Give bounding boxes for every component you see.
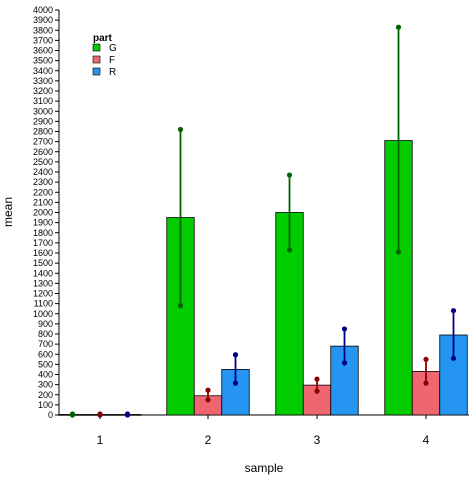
- x-tick-label: 4: [423, 433, 430, 447]
- y-tick-label: 1900: [33, 218, 53, 228]
- y-tick-label: 3000: [33, 106, 53, 116]
- error-high-point-R-4: [450, 308, 457, 314]
- y-tick-label: 1100: [34, 299, 53, 309]
- y-tick-label: 1000: [33, 309, 53, 319]
- error-low-point-F-2: [205, 397, 211, 403]
- y-tick-label: 2300: [33, 177, 53, 187]
- x-tick-label: 3: [314, 433, 321, 447]
- error-low-point-G-3: [286, 247, 293, 253]
- bar-G-3: [275, 212, 304, 416]
- y-tick-label: 3200: [33, 86, 53, 96]
- y-tick-label: 2200: [33, 187, 53, 197]
- y-tick-label: 0: [48, 410, 53, 420]
- legend-swatch-G: [92, 43, 101, 52]
- error-high-point-G-4: [395, 24, 402, 30]
- legend-swatch-F: [92, 55, 101, 64]
- y-tick-label: 4000: [33, 5, 53, 15]
- error-high-point-G-2: [177, 126, 184, 133]
- error-low-point-R-3: [341, 360, 348, 366]
- error-low-point-F-1: [97, 412, 103, 418]
- y-tick-label: 1300: [33, 278, 53, 288]
- y-tick-label: 1400: [33, 268, 53, 278]
- x-tick-label: 1: [97, 433, 104, 447]
- y-tick-label: 3100: [33, 96, 53, 106]
- error-low-point-R-4: [450, 355, 457, 361]
- y-tick-label: 700: [38, 339, 53, 349]
- y-tick-label: 100: [38, 400, 53, 410]
- y-tick-label: 400: [38, 370, 53, 380]
- legend-label-G: G: [109, 43, 117, 54]
- y-tick-label: 900: [38, 319, 53, 329]
- y-tick-label: 2400: [33, 167, 53, 177]
- y-tick-label: 500: [38, 359, 53, 369]
- y-tick-label: 200: [38, 390, 53, 400]
- y-tick-label: 800: [38, 329, 53, 339]
- y-tick-label: 300: [38, 380, 53, 390]
- y-tick-label: 600: [38, 349, 53, 359]
- legend-title: part: [93, 33, 113, 44]
- legend-label-R: R: [109, 67, 116, 78]
- y-tick-label: 1700: [33, 238, 53, 248]
- error-low-point-F-3: [314, 388, 320, 394]
- y-tick-label: 1200: [33, 289, 53, 299]
- legend-swatch-R: [92, 67, 101, 76]
- y-tick-label: 1800: [33, 228, 53, 238]
- error-high-point-F-4: [423, 356, 429, 362]
- y-tick-label: 2500: [33, 157, 53, 167]
- y-axis-title: mean: [1, 197, 15, 227]
- y-tick-label: 2100: [33, 197, 53, 207]
- y-tick-label: 3500: [33, 56, 53, 66]
- x-axis-title: sample: [245, 461, 284, 475]
- y-tick-label: 3900: [33, 15, 53, 25]
- y-tick-label: 1500: [33, 258, 53, 268]
- y-tick-label: 2000: [33, 208, 53, 218]
- legend-label-F: F: [109, 55, 115, 66]
- error-low-point-G-4: [395, 249, 402, 255]
- error-low-point-G-1: [69, 412, 76, 418]
- error-low-point-R-1: [124, 412, 131, 418]
- error-high-point-F-2: [205, 387, 211, 393]
- error-high-point-R-2: [232, 352, 239, 358]
- y-tick-label: 2700: [33, 137, 53, 147]
- y-tick-label: 3600: [33, 46, 53, 56]
- y-tick-label: 1600: [33, 248, 53, 258]
- y-tick-label: 2600: [33, 147, 53, 157]
- y-tick-label: 3400: [33, 66, 53, 76]
- y-tick-label: 2800: [33, 127, 53, 137]
- error-high-point-G-3: [286, 172, 293, 178]
- y-tick-label: 3800: [33, 25, 53, 35]
- y-tick-label: 3300: [33, 76, 53, 86]
- error-high-point-R-3: [341, 326, 348, 332]
- error-high-point-F-3: [314, 376, 320, 382]
- x-tick-label: 2: [205, 433, 212, 447]
- error-low-point-G-2: [177, 303, 184, 309]
- y-tick-label: 3700: [33, 35, 53, 45]
- error-low-point-F-4: [423, 380, 429, 386]
- error-low-point-R-2: [232, 380, 239, 386]
- y-tick-label: 2900: [33, 116, 53, 126]
